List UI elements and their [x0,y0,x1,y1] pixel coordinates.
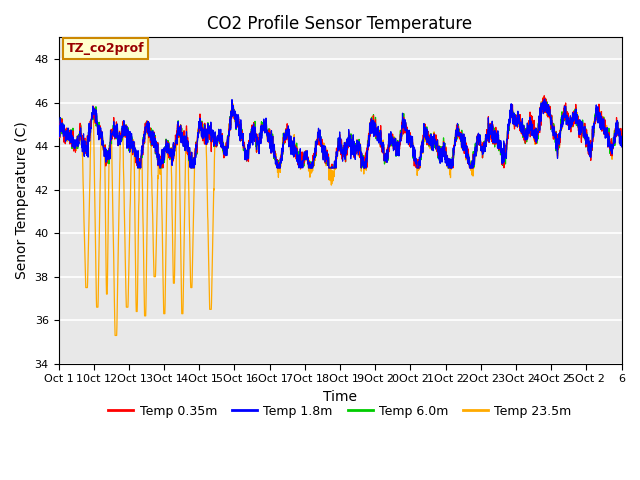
Y-axis label: Senor Temperature (C): Senor Temperature (C) [15,121,29,279]
Legend: Temp 0.35m, Temp 1.8m, Temp 6.0m, Temp 23.5m: Temp 0.35m, Temp 1.8m, Temp 6.0m, Temp 2… [103,400,577,423]
X-axis label: Time: Time [323,390,357,404]
Text: TZ_co2prof: TZ_co2prof [67,42,145,55]
Title: CO2 Profile Sensor Temperature: CO2 Profile Sensor Temperature [207,15,472,33]
